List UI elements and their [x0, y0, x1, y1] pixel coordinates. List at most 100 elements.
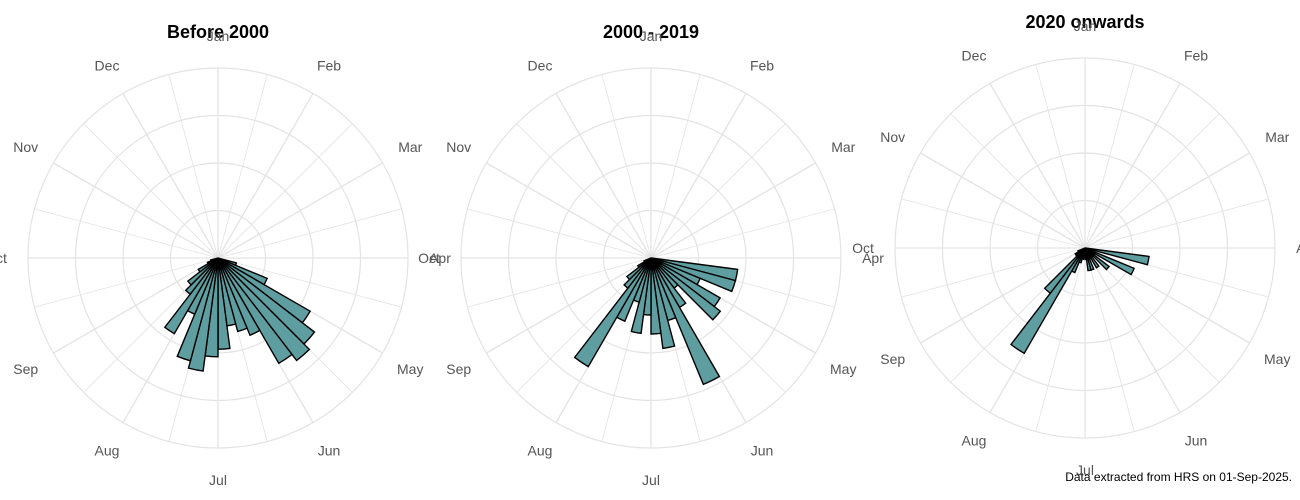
grid-spoke	[1084, 113, 1220, 249]
month-label-jul: Jul	[642, 472, 660, 488]
grid-spoke	[650, 123, 786, 259]
chart-title: Before 2000	[167, 22, 269, 42]
grid-spoke	[486, 257, 652, 354]
chart-title: 2000 - 2019	[603, 22, 699, 42]
grid-spoke	[53, 162, 219, 259]
month-label-oct: Oct	[852, 240, 874, 256]
month-label-nov: Nov	[446, 139, 471, 155]
grid-spoke	[1084, 64, 1135, 249]
month-label-jan: Jan	[1074, 18, 1097, 34]
grid-spoke	[950, 113, 1086, 249]
month-label-aug: Aug	[95, 442, 120, 458]
grid-spoke	[1035, 247, 1086, 432]
grid-spoke	[34, 208, 219, 259]
grid-spoke	[989, 83, 1086, 249]
grid-spoke	[555, 93, 652, 259]
grid-spoke	[1084, 83, 1181, 249]
month-label-apr: Apr	[429, 250, 451, 266]
month-label-aug: Aug	[962, 432, 987, 448]
month-label-jul: Jul	[209, 472, 227, 488]
month-label-mar: Mar	[1265, 129, 1289, 145]
month-label-jun: Jun	[751, 442, 774, 458]
radial-bar	[573, 257, 652, 368]
month-label-jul: Jul	[1076, 462, 1094, 478]
month-label-may: May	[397, 361, 423, 377]
radial-bar	[650, 257, 722, 321]
radial-bar	[650, 257, 676, 350]
grid-spoke	[217, 93, 314, 259]
month-label-sep: Sep	[880, 351, 905, 367]
radial-bar	[217, 257, 311, 362]
grid-spoke	[122, 93, 219, 259]
grid-spoke	[467, 208, 652, 259]
radial-bar	[163, 257, 219, 335]
grid-spoke	[467, 257, 652, 308]
month-label-nov: Nov	[13, 139, 38, 155]
radial-bar	[186, 257, 219, 286]
grid-spoke	[1084, 247, 1135, 432]
grid-spoke	[217, 208, 402, 259]
month-label-oct: Oct	[418, 250, 440, 266]
month-label-may: May	[830, 361, 856, 377]
month-label-dec: Dec	[95, 58, 120, 74]
month-label-jan: Jan	[640, 28, 663, 44]
grid-spoke	[1035, 64, 1086, 249]
month-label-dec: Dec	[962, 48, 987, 64]
grid-spoke	[901, 247, 1086, 298]
month-label-aug: Aug	[528, 442, 553, 458]
month-label-may: May	[1264, 351, 1290, 367]
month-label-jun: Jun	[318, 442, 341, 458]
radial-bar	[1009, 247, 1086, 355]
month-label-mar: Mar	[398, 139, 422, 155]
radial-bar	[1077, 247, 1086, 253]
month-label-oct: Oct	[0, 250, 7, 266]
month-label-mar: Mar	[831, 139, 855, 155]
chart-title: 2020 onwards	[1025, 12, 1144, 32]
month-label-feb: Feb	[750, 58, 774, 74]
radial-bar	[1084, 247, 1150, 266]
month-label-apr: Apr	[862, 250, 884, 266]
grid-spoke	[168, 74, 219, 259]
grid-spoke	[486, 162, 652, 259]
grid-spoke	[1084, 247, 1181, 413]
radial-bar	[643, 257, 652, 263]
month-label-dec: Dec	[528, 58, 553, 74]
grid-spoke	[1084, 198, 1269, 249]
grid-spoke	[920, 152, 1086, 249]
month-label-jun: Jun	[1185, 432, 1208, 448]
grid-spoke	[217, 74, 268, 259]
month-label-nov: Nov	[880, 129, 905, 145]
grid-spoke	[601, 74, 652, 259]
grid-spoke	[53, 257, 219, 354]
grid-spoke	[217, 257, 402, 308]
month-label-jan: Jan	[207, 28, 230, 44]
grid-spoke	[34, 257, 219, 308]
grid-spoke	[650, 74, 701, 259]
grid-spoke	[516, 123, 652, 259]
month-label-sep: Sep	[13, 361, 38, 377]
grid-spoke	[650, 93, 747, 259]
grid-spoke	[901, 198, 1086, 249]
radial-bar	[650, 257, 721, 386]
grid-spoke	[217, 162, 383, 259]
data-source-caption: Data extracted from HRS on 01-Sep-2025.	[1065, 470, 1292, 484]
month-label-apr: Apr	[1296, 240, 1300, 256]
grid-spoke	[1084, 247, 1220, 383]
radial-bar	[1084, 247, 1092, 272]
grid-spoke	[83, 123, 219, 259]
radial-bar	[217, 257, 261, 337]
radial-bar	[217, 257, 248, 333]
grid-spoke	[650, 162, 816, 259]
grid-spoke	[1084, 152, 1250, 249]
month-label-sep: Sep	[446, 361, 471, 377]
radial-bar	[217, 257, 294, 365]
grid-spoke	[650, 208, 835, 259]
month-label-feb: Feb	[1184, 48, 1208, 64]
grid-spoke	[920, 247, 1086, 344]
radial-bar	[1084, 247, 1136, 276]
